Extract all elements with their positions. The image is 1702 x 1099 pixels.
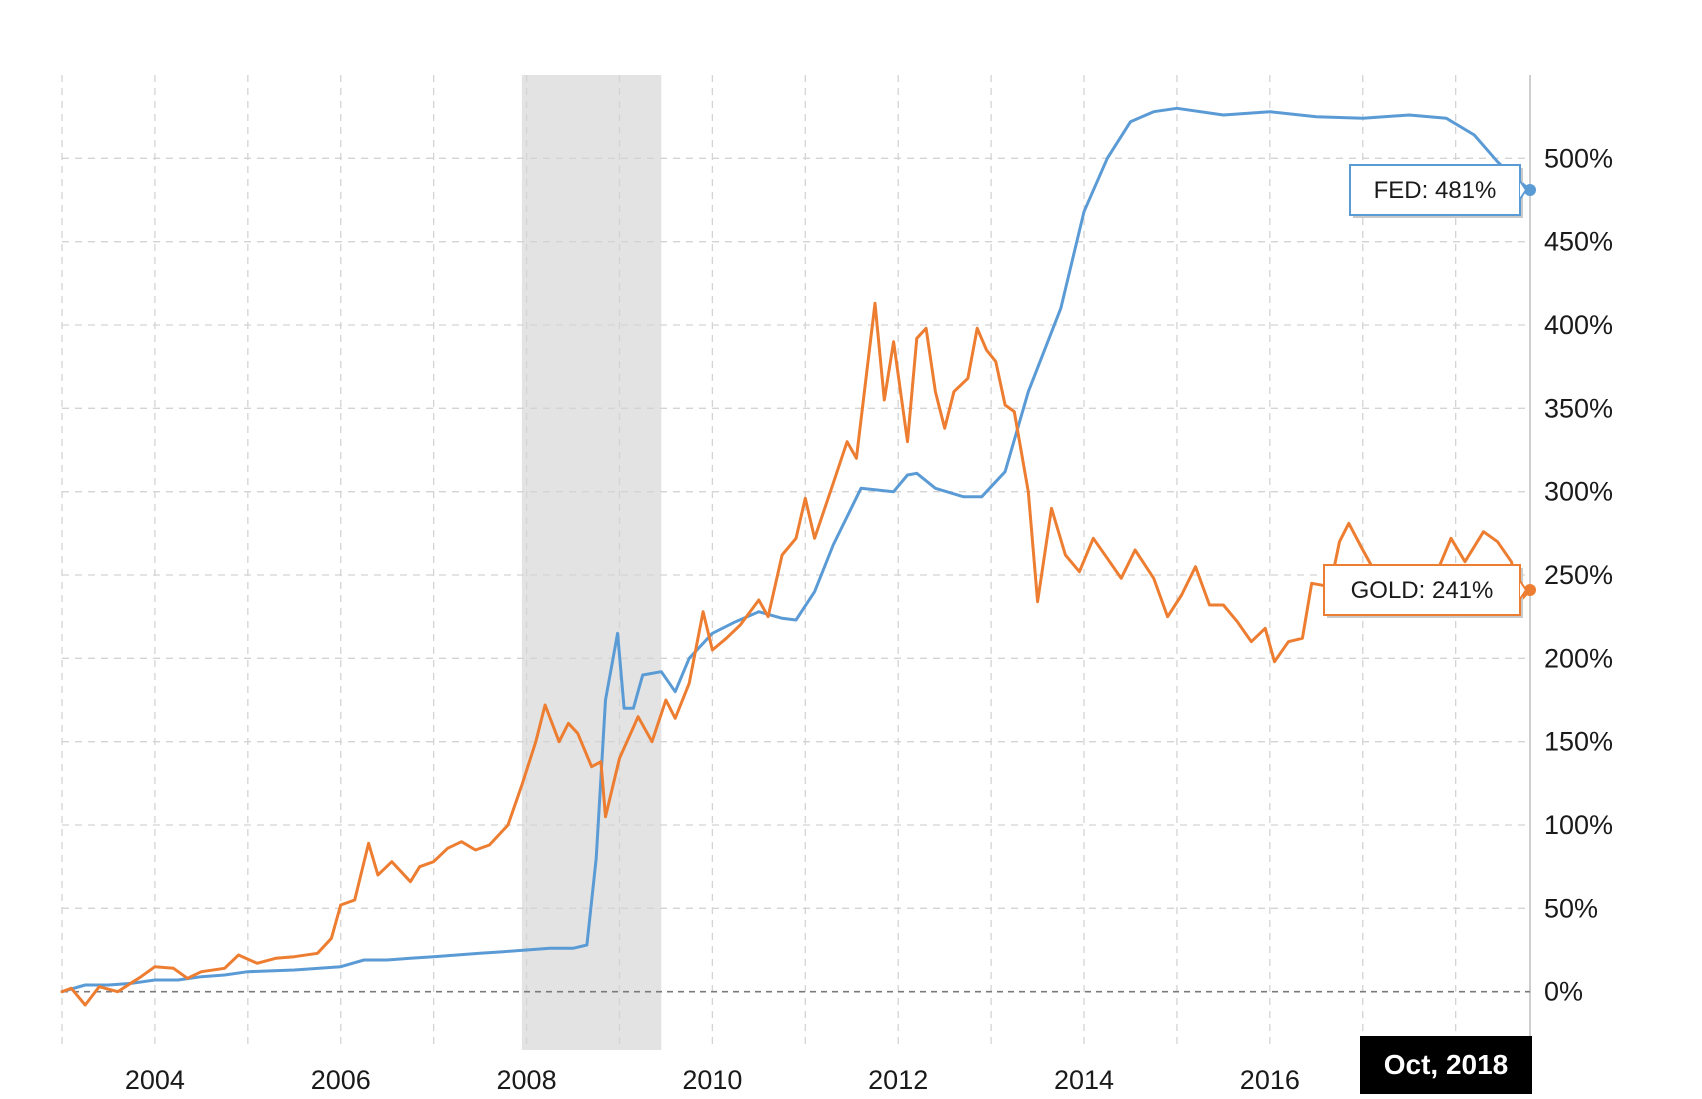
x-tick-label: 2008 [497, 1065, 557, 1094]
y-tick-label: 150% [1544, 727, 1613, 757]
gold-callout-pointer [1519, 580, 1528, 600]
x-tick-label: 2016 [1240, 1065, 1300, 1094]
x-tick-label: 2004 [125, 1065, 185, 1094]
fed-callout-pointer [1519, 180, 1528, 200]
x-tick-label: 2010 [682, 1065, 742, 1094]
fed-series-line [60, 106, 1532, 994]
gold-callout-label: GOLD: 241% [1351, 577, 1494, 604]
gold-callout-box [1323, 564, 1521, 616]
y-tick-label: 200% [1544, 643, 1613, 673]
y-tick-label: 100% [1544, 810, 1613, 840]
x-tick-label: 2006 [311, 1065, 371, 1094]
y-tick-label: 450% [1544, 227, 1613, 257]
date-cursor-badge: Oct, 2018 [1360, 1036, 1532, 1094]
grid-layer [61, 75, 1531, 1050]
y-tick-label: 400% [1544, 310, 1613, 340]
y-tick-label: 300% [1544, 477, 1613, 507]
series-layer [60, 106, 1536, 1007]
y-tick-label: 500% [1544, 143, 1613, 173]
date-badge-background [1360, 1036, 1532, 1094]
gold-series-line [60, 301, 1532, 1007]
fed-callout-box [1349, 164, 1521, 216]
axis-labels-layer: 0% 50% 100% 150% 200% 250% 300% 350% 400% 450% 500… [125, 143, 1613, 1095]
gold-end-marker [1524, 584, 1536, 596]
x-tick-label: 2014 [1054, 1065, 1114, 1094]
x-tick-label: 2012 [868, 1065, 928, 1094]
y-tick-label: 250% [1544, 560, 1613, 590]
y-tick-label: 0% [1544, 977, 1583, 1007]
end-value-callouts: FED: 481% GOLD: 241% [1323, 164, 1528, 618]
fed-end-marker [1524, 184, 1536, 196]
y-tick-label: 350% [1544, 393, 1613, 423]
fed-callout-label: FED: 481% [1374, 177, 1497, 204]
date-badge-label: Oct, 2018 [1384, 1049, 1509, 1080]
y-tick-label: 50% [1544, 893, 1598, 923]
